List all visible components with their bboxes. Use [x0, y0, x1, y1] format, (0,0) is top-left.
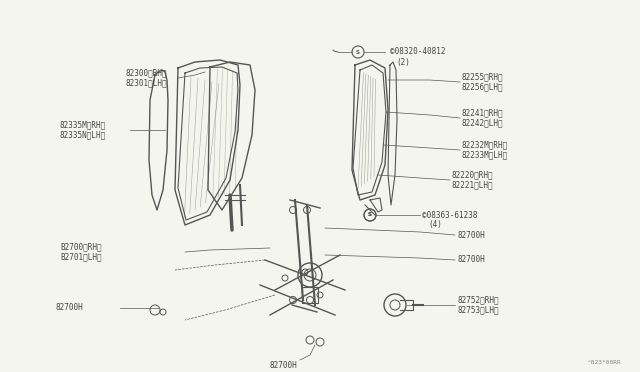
Text: (2): (2)	[396, 58, 410, 67]
Text: 82335M〈RH〉
82335N〈LH〉: 82335M〈RH〉 82335N〈LH〉	[60, 120, 106, 140]
Text: B2700〈RH〉
B2701〈LH〉: B2700〈RH〉 B2701〈LH〉	[60, 242, 102, 262]
Text: 82700H: 82700H	[55, 304, 83, 312]
Text: ^823*00RR: ^823*00RR	[588, 360, 622, 365]
Text: 82300〈RH〉
82301〈LH〉: 82300〈RH〉 82301〈LH〉	[125, 68, 166, 88]
Text: 82241〈RH〉
82242〈LH〉: 82241〈RH〉 82242〈LH〉	[462, 108, 504, 128]
Text: S: S	[368, 212, 372, 218]
Text: 82752〈RH〉
82753〈LH〉: 82752〈RH〉 82753〈LH〉	[457, 295, 499, 315]
Text: 82255〈RH〉
82256〈LH〉: 82255〈RH〉 82256〈LH〉	[462, 72, 504, 92]
Text: 82232M〈RH〉
82233M〈LH〉: 82232M〈RH〉 82233M〈LH〉	[462, 140, 508, 160]
Text: 82700H: 82700H	[270, 360, 298, 369]
Text: (4): (4)	[428, 221, 442, 230]
Text: S: S	[368, 212, 372, 218]
Text: S: S	[356, 49, 360, 55]
Text: ©08320-40812: ©08320-40812	[390, 48, 445, 57]
Text: 82220〈RH〉
82221〈LH〉: 82220〈RH〉 82221〈LH〉	[452, 170, 493, 190]
Text: ©08363-61238: ©08363-61238	[422, 211, 477, 219]
Text: 82700H: 82700H	[457, 231, 484, 240]
Text: 82700H: 82700H	[457, 256, 484, 264]
